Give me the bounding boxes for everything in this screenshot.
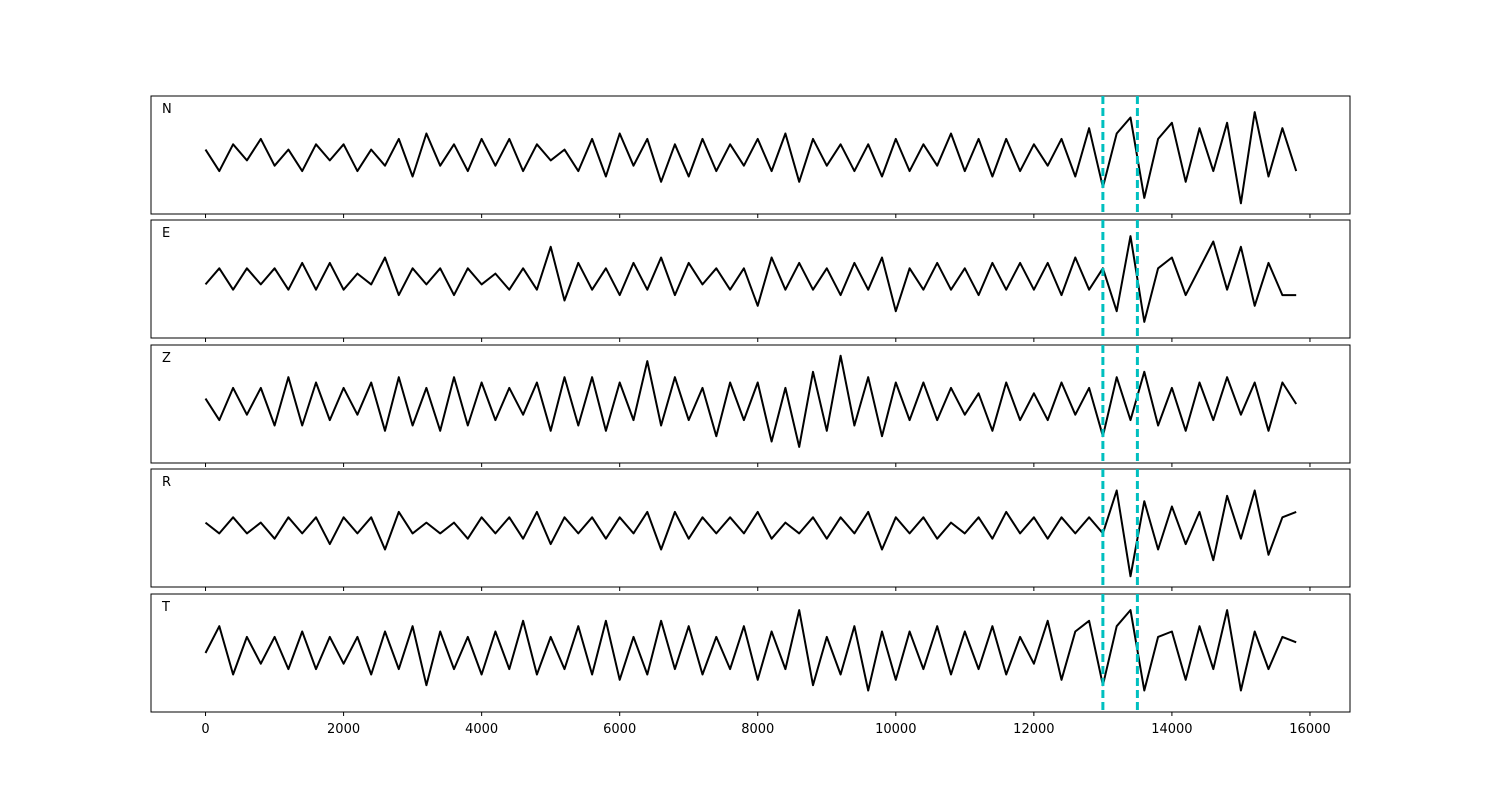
x-tick-label: 14000 xyxy=(1151,722,1192,737)
x-tick-label: 0 xyxy=(201,722,209,737)
waveform xyxy=(204,609,1297,692)
x-tick-label: 2000 xyxy=(327,722,360,737)
panel-frame xyxy=(150,219,1351,339)
x-tick-label: 16000 xyxy=(1289,722,1330,737)
waveform xyxy=(204,111,1298,205)
panel-label: T xyxy=(161,600,170,615)
panel-frame xyxy=(150,593,1351,713)
waveform xyxy=(204,489,1297,578)
waveform xyxy=(204,235,1297,323)
x-tick-label: 4000 xyxy=(465,722,498,737)
panel-frame xyxy=(150,468,1351,588)
panel-label: E xyxy=(162,226,170,241)
x-tick-label: 8000 xyxy=(741,722,774,737)
x-tick-label: 6000 xyxy=(603,722,636,737)
panel-label: Z xyxy=(162,351,171,366)
panel-label: R xyxy=(162,475,171,490)
panel-label: N xyxy=(162,102,172,117)
panel-frame xyxy=(150,344,1351,464)
panel-frame xyxy=(150,95,1351,215)
x-tick-label: 10000 xyxy=(875,722,916,737)
waveform xyxy=(204,354,1298,448)
x-tick-label: 12000 xyxy=(1013,722,1054,737)
